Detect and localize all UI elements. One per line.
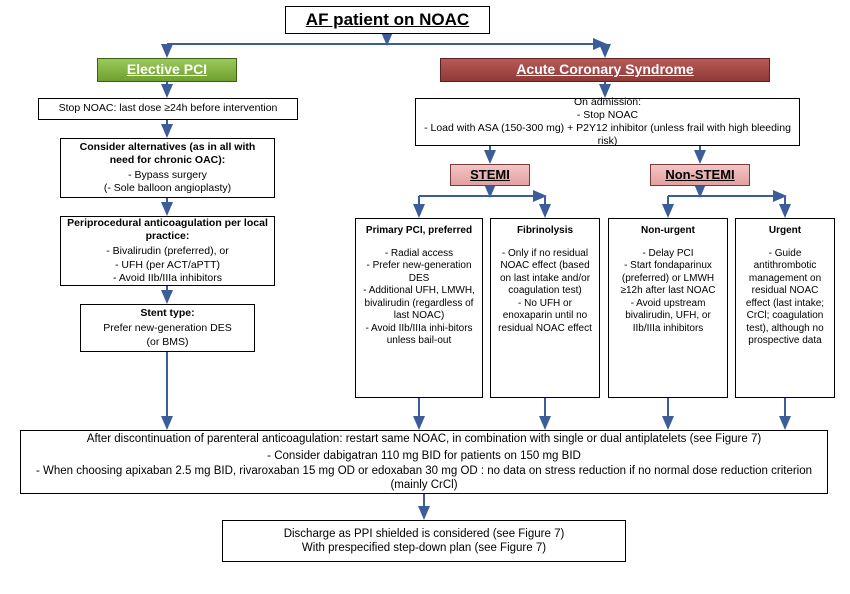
- after-hdr: After discontinuation of parenteral anti…: [87, 432, 761, 446]
- admission-box: On admission: - Stop NOAC - Load with AS…: [415, 98, 800, 146]
- admission-1: - Stop NOAC: [577, 109, 638, 122]
- stent-2: (or BMS): [147, 336, 189, 349]
- acs-box: Acute Coronary Syndrome: [440, 58, 770, 82]
- title-text: AF patient on NOAC: [306, 9, 469, 30]
- urgent-1: - Guide antithrombotic management on res…: [742, 248, 828, 348]
- alternatives-hdr: Consider alternatives (as in all with ne…: [67, 141, 268, 167]
- alternatives-box: Consider alternatives (as in all with ne…: [60, 138, 275, 198]
- discharge-1: Discharge as PPI shielded is considered …: [284, 527, 565, 541]
- periproc-2: - UFH (per ACT/aPTT): [115, 259, 220, 272]
- periproc-hdr: Periprocedural anticoagulation per local…: [67, 217, 268, 243]
- primary-pci-hdr: Primary PCI, preferred: [366, 225, 472, 238]
- admission-2: - Load with ASA (150-300 mg) + P2Y12 inh…: [422, 122, 793, 148]
- urgent-box: Urgent - Guide antithrombotic management…: [735, 218, 835, 398]
- stent-hdr: Stent type:: [140, 307, 194, 320]
- alternatives-2: (- Sole balloon angioplasty): [104, 182, 231, 195]
- nonurgent-3: - Avoid upstream bivalirudin, UFH, or II…: [615, 298, 721, 336]
- fibrinolysis-box: Fibrinolysis - Only if no residual NOAC …: [490, 218, 600, 398]
- stop-noac-box: Stop NOAC: last dose ≥24h before interve…: [38, 98, 298, 120]
- fibrinolysis-2: - No UFH or enoxaparin until no residual…: [497, 298, 593, 336]
- title-box: AF patient on NOAC: [285, 6, 490, 34]
- periproc-1: - Bivalirudin (preferred), or: [106, 245, 229, 258]
- primary-pci-4: - Avoid IIb/IIIa inhi-bitors unless bail…: [362, 323, 476, 348]
- urgent-hdr: Urgent: [769, 225, 801, 238]
- nonstemi-label: Non-STEMI: [665, 167, 734, 183]
- nonurgent-1: - Delay PCI: [642, 248, 693, 261]
- discharge-2: With prespecified step-down plan (see Fi…: [302, 541, 546, 555]
- stent-1: Prefer new-generation DES: [103, 322, 231, 335]
- primary-pci-box: Primary PCI, preferred - Radial access -…: [355, 218, 483, 398]
- stop-noac-text: Stop NOAC: last dose ≥24h before interve…: [59, 102, 278, 115]
- alternatives-1: - Bypass surgery: [128, 169, 207, 182]
- stemi-label: STEMI: [470, 167, 510, 183]
- fibrinolysis-hdr: Fibrinolysis: [517, 225, 573, 238]
- stent-box: Stent type: Prefer new-generation DES (o…: [80, 304, 255, 352]
- elective-label: Elective PCI: [127, 61, 207, 79]
- periproc-box: Periprocedural anticoagulation per local…: [60, 216, 275, 286]
- nonurgent-hdr: Non-urgent: [641, 225, 695, 238]
- after-box: After discontinuation of parenteral anti…: [20, 430, 828, 494]
- acs-label: Acute Coronary Syndrome: [516, 61, 693, 79]
- discharge-box: Discharge as PPI shielded is considered …: [222, 520, 626, 562]
- primary-pci-2: - Prefer new-generation DES: [362, 260, 476, 285]
- periproc-3: - Avoid IIb/IIIa inhibitors: [113, 272, 222, 285]
- nonurgent-box: Non-urgent - Delay PCI - Start fondapari…: [608, 218, 728, 398]
- after-1: - Consider dabigatran 110 mg BID for pat…: [267, 449, 581, 463]
- nonurgent-2: - Start fondaparinux (preferred) or LMWH…: [615, 260, 721, 298]
- stemi-box: STEMI: [450, 164, 530, 186]
- after-2: - When choosing apixaban 2.5 mg BID, riv…: [27, 464, 821, 493]
- fibrinolysis-1: - Only if no residual NOAC effect (based…: [497, 248, 593, 298]
- nonstemi-box: Non-STEMI: [650, 164, 750, 186]
- elective-pci-box: Elective PCI: [97, 58, 237, 82]
- primary-pci-1: - Radial access: [385, 248, 453, 261]
- primary-pci-3: - Additional UFH, LMWH, bivalirudin (reg…: [362, 285, 476, 323]
- admission-hdr: On admission:: [574, 96, 641, 109]
